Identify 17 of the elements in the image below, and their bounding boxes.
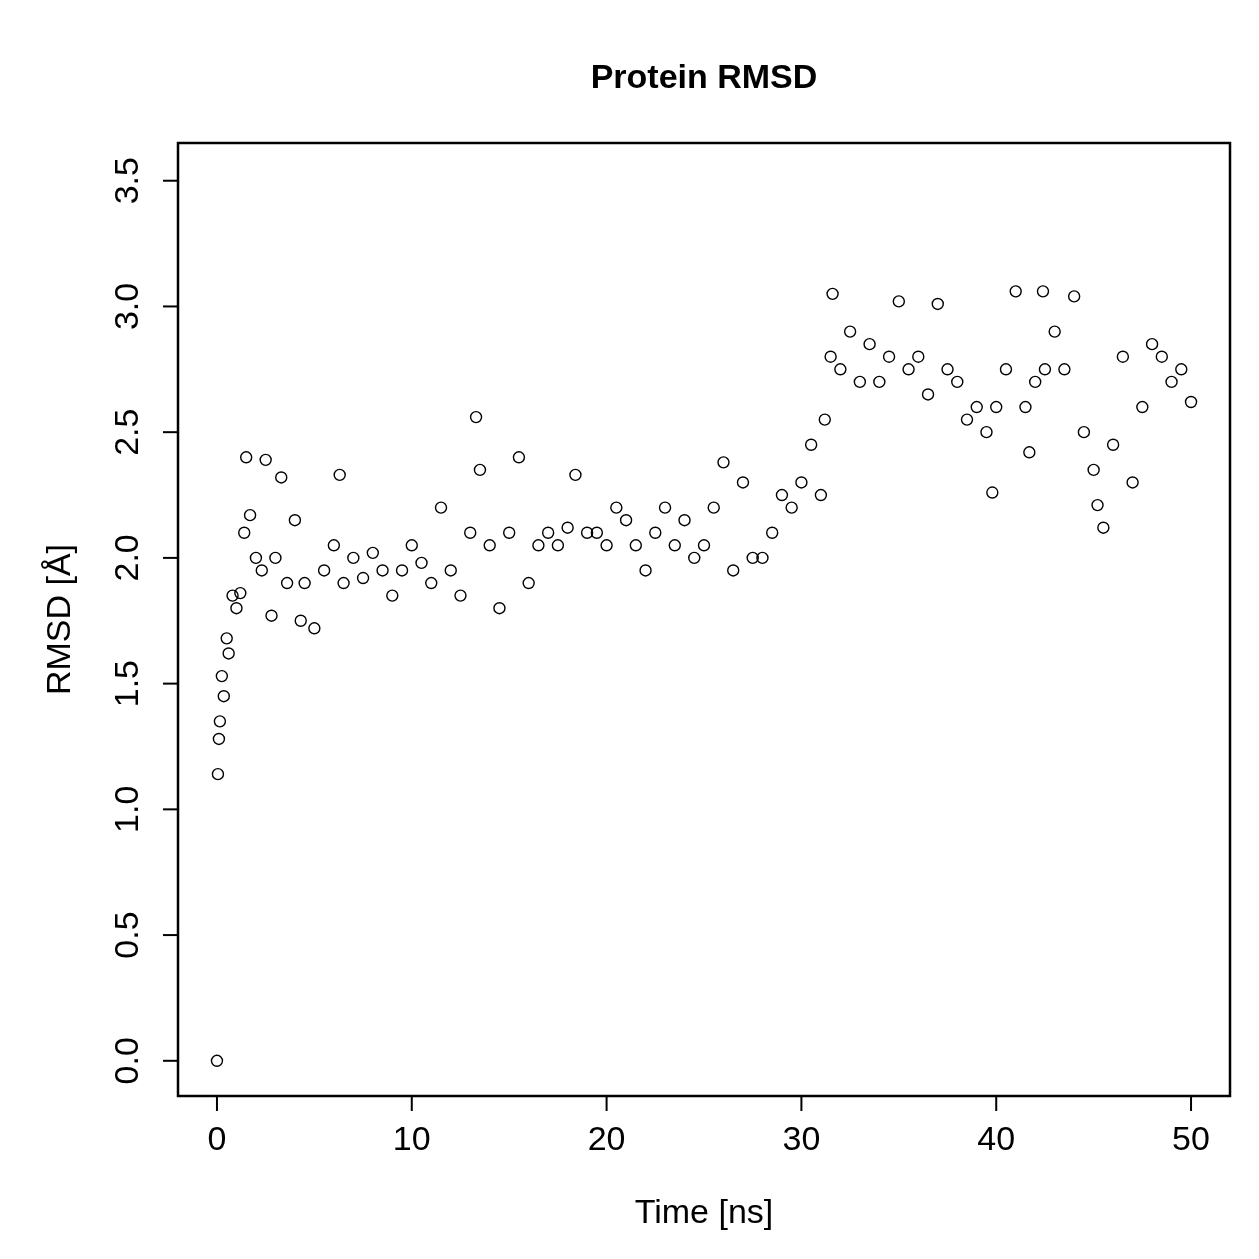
chart-title: Protein RMSD: [590, 57, 818, 95]
y-tick-label: 1.0: [107, 785, 145, 833]
x-tick-label: 10: [392, 1119, 431, 1157]
y-tick-label: 1.5: [107, 659, 145, 708]
x-tick-label: 20: [587, 1119, 626, 1157]
y-tick-label: 0.5: [107, 911, 145, 959]
x-tick-label: 0: [207, 1119, 227, 1157]
y-tick-label: 3.0: [107, 282, 145, 331]
y-tick-label: 0.0: [107, 1037, 145, 1085]
y-tick-label: 3.5: [107, 157, 145, 205]
x-tick-label: 50: [1172, 1119, 1210, 1157]
x-axis-title: Time [ns]: [634, 1192, 774, 1230]
x-tick-label: 30: [782, 1119, 821, 1157]
y-axis-title: RMSD [Å]: [39, 543, 77, 696]
x-tick-label: 40: [977, 1119, 1016, 1157]
y-tick-label: 2.0: [107, 534, 145, 582]
y-tick-label: 2.5: [107, 408, 145, 456]
